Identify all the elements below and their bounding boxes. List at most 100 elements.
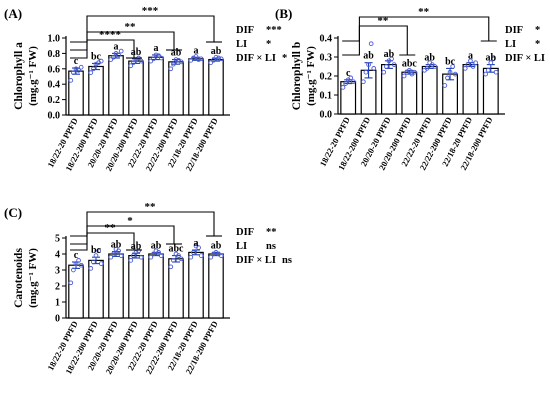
data-point	[73, 261, 79, 266]
significance-letter: c	[74, 56, 79, 67]
significance-letter: ab	[424, 53, 435, 64]
data-point	[131, 60, 136, 65]
data-point	[98, 58, 104, 64]
y-tick-label: 1.0	[48, 34, 61, 45]
data-point	[131, 253, 136, 258]
data-point	[71, 70, 76, 75]
bar	[128, 60, 144, 116]
significance-stars: **	[418, 6, 430, 18]
bar	[128, 255, 144, 319]
panel-label: (B)	[275, 6, 292, 21]
bar	[188, 58, 204, 116]
chart-panel-c: (C)Carotenoids (mg.g⁻¹ FW)012345c18/22-20…	[4, 201, 292, 376]
bar	[168, 258, 184, 319]
data-point	[136, 248, 141, 254]
data-point	[383, 64, 389, 69]
data-point	[68, 77, 74, 83]
stats-term: DIF	[236, 227, 254, 238]
stats-significance: ns	[266, 241, 276, 252]
data-point	[76, 258, 81, 263]
significance-bracket	[70, 39, 135, 59]
data-point	[88, 70, 94, 75]
y-tick-label: 0	[55, 314, 60, 325]
significance-stars: *	[127, 215, 133, 227]
significance-letter: bc	[91, 245, 102, 256]
bar	[421, 65, 438, 115]
y-tick-label: 2	[55, 282, 60, 293]
data-point	[111, 251, 116, 257]
significance-letter: ab	[171, 48, 182, 59]
stats-term: LI	[236, 241, 247, 252]
significance-letter: ab	[131, 47, 142, 58]
data-point	[88, 266, 94, 271]
data-point	[371, 66, 377, 71]
data-point	[488, 60, 494, 66]
data-point	[198, 56, 204, 62]
stats-term: DIF × LI	[505, 53, 545, 64]
data-point	[108, 254, 114, 260]
bar	[401, 71, 418, 115]
stats-term: DIF	[505, 25, 523, 36]
stats-significance: ns	[282, 255, 292, 266]
data-point	[168, 66, 174, 72]
y-tick-label: 0.2	[48, 95, 61, 106]
bar	[148, 253, 164, 319]
data-point	[473, 60, 478, 66]
data-point	[432, 64, 438, 69]
significance-letter: ab	[384, 49, 395, 60]
data-point	[198, 253, 204, 258]
data-point	[450, 64, 456, 69]
stats-significance: **	[266, 227, 277, 238]
data-point	[98, 261, 104, 266]
bar	[148, 56, 164, 116]
data-point	[171, 61, 176, 67]
significance-letter: ab	[486, 53, 497, 64]
data-point	[118, 48, 124, 54]
y-axis-label-line1: Chlorophyll a	[13, 42, 25, 110]
significance-letter: bc	[91, 51, 102, 62]
data-point	[208, 254, 214, 260]
significance-letter: a	[114, 41, 119, 52]
data-point	[128, 63, 134, 69]
y-tick-label: 0.0	[48, 111, 61, 122]
significance-letter: abc	[169, 244, 185, 255]
data-point	[196, 57, 201, 62]
significance-stars: ***	[142, 5, 159, 17]
y-tick-label: 1	[55, 298, 60, 309]
bar	[462, 63, 479, 115]
data-point	[216, 55, 221, 61]
data-point	[406, 67, 412, 73]
data-point	[128, 258, 134, 263]
significance-stars: **	[377, 15, 389, 27]
data-point	[108, 57, 114, 62]
data-point	[363, 69, 369, 75]
significance-letter: c	[74, 250, 79, 261]
data-point	[412, 69, 417, 75]
bar	[188, 251, 204, 319]
bar	[208, 58, 224, 116]
stats-significance: *	[266, 39, 271, 50]
data-point	[218, 56, 224, 62]
data-point	[391, 62, 397, 67]
bar	[168, 61, 184, 116]
data-point	[485, 67, 491, 73]
data-point	[78, 262, 84, 268]
significance-letter: bc	[445, 56, 456, 67]
data-point	[138, 58, 144, 64]
data-point	[452, 71, 458, 77]
data-point	[91, 66, 96, 72]
data-point	[76, 67, 81, 73]
data-point	[118, 253, 124, 258]
bar	[108, 253, 124, 319]
data-point	[348, 75, 354, 81]
data-point	[173, 57, 179, 62]
stats-term: DIF × LI	[236, 255, 276, 266]
y-tick-label: 0.1	[320, 91, 333, 102]
y-tick-label: 0.4	[320, 34, 333, 45]
data-point	[148, 58, 154, 64]
data-point	[71, 267, 76, 273]
data-point	[351, 79, 356, 85]
significance-stars: **	[125, 21, 137, 33]
data-point	[218, 253, 224, 258]
